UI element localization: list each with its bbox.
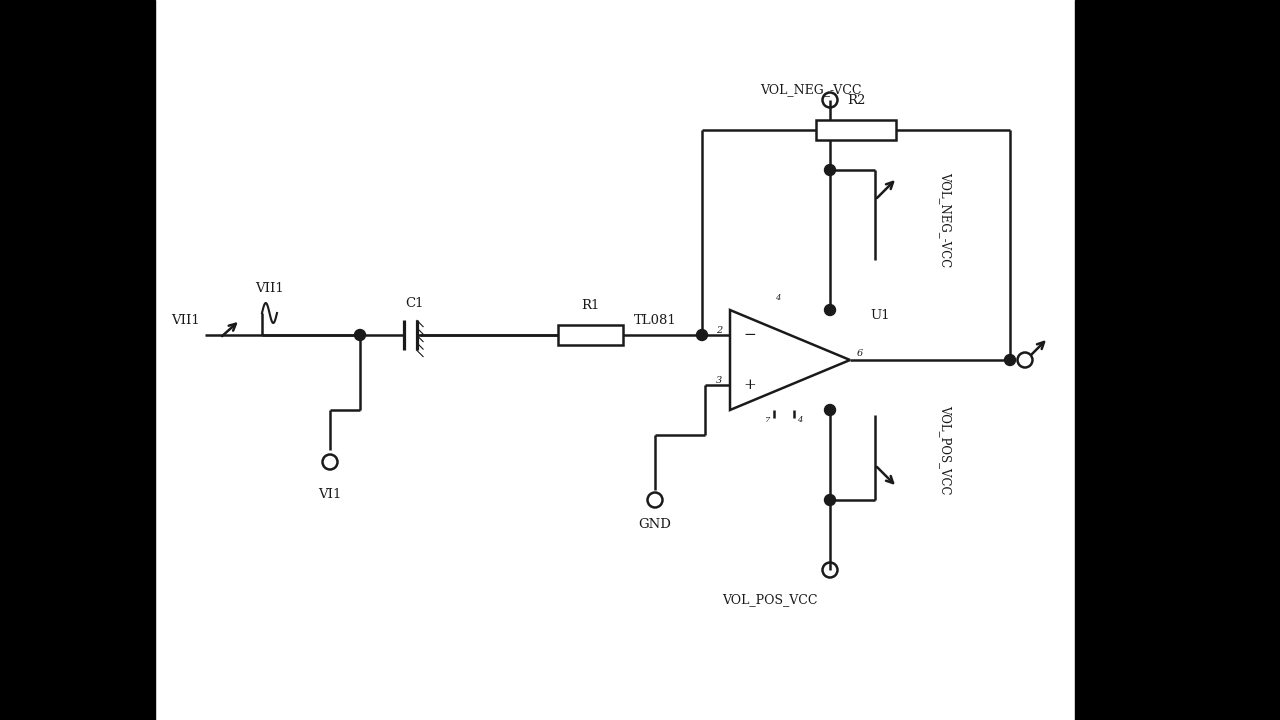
- Text: 7: 7: [765, 416, 771, 424]
- Text: C1: C1: [406, 297, 424, 310]
- Circle shape: [824, 164, 836, 176]
- Text: VOL_POS_VCC: VOL_POS_VCC: [938, 405, 951, 495]
- Text: GND: GND: [639, 518, 672, 531]
- Circle shape: [355, 330, 366, 341]
- Bar: [815, 120, 896, 140]
- Text: 4: 4: [776, 294, 781, 302]
- Text: Vs: Vs: [1076, 322, 1092, 335]
- Text: VII1: VII1: [255, 282, 284, 294]
- Text: VI1: VI1: [319, 488, 342, 502]
- Bar: [558, 325, 622, 345]
- Text: VOL_NEG_-VCC: VOL_NEG_-VCC: [760, 84, 861, 96]
- Text: +: +: [744, 378, 756, 392]
- Text: R1: R1: [581, 299, 599, 312]
- Circle shape: [824, 495, 836, 505]
- Text: 2: 2: [716, 325, 722, 335]
- Bar: [1075, 0, 1280, 720]
- Circle shape: [824, 305, 836, 315]
- Text: 3: 3: [716, 376, 722, 384]
- Circle shape: [824, 405, 836, 415]
- Text: U1: U1: [870, 308, 890, 322]
- Text: 6: 6: [858, 348, 863, 358]
- Bar: [0, 0, 155, 720]
- Text: VOL_POS_VCC: VOL_POS_VCC: [722, 593, 818, 606]
- Text: VOL_NEG_-VCC: VOL_NEG_-VCC: [938, 172, 951, 268]
- Text: 4: 4: [797, 416, 803, 424]
- Text: R2: R2: [847, 94, 865, 107]
- Circle shape: [696, 330, 708, 341]
- Circle shape: [1005, 354, 1015, 366]
- Text: TL081: TL081: [634, 313, 676, 326]
- Text: VII1: VII1: [172, 313, 200, 326]
- Text: −: −: [744, 328, 756, 342]
